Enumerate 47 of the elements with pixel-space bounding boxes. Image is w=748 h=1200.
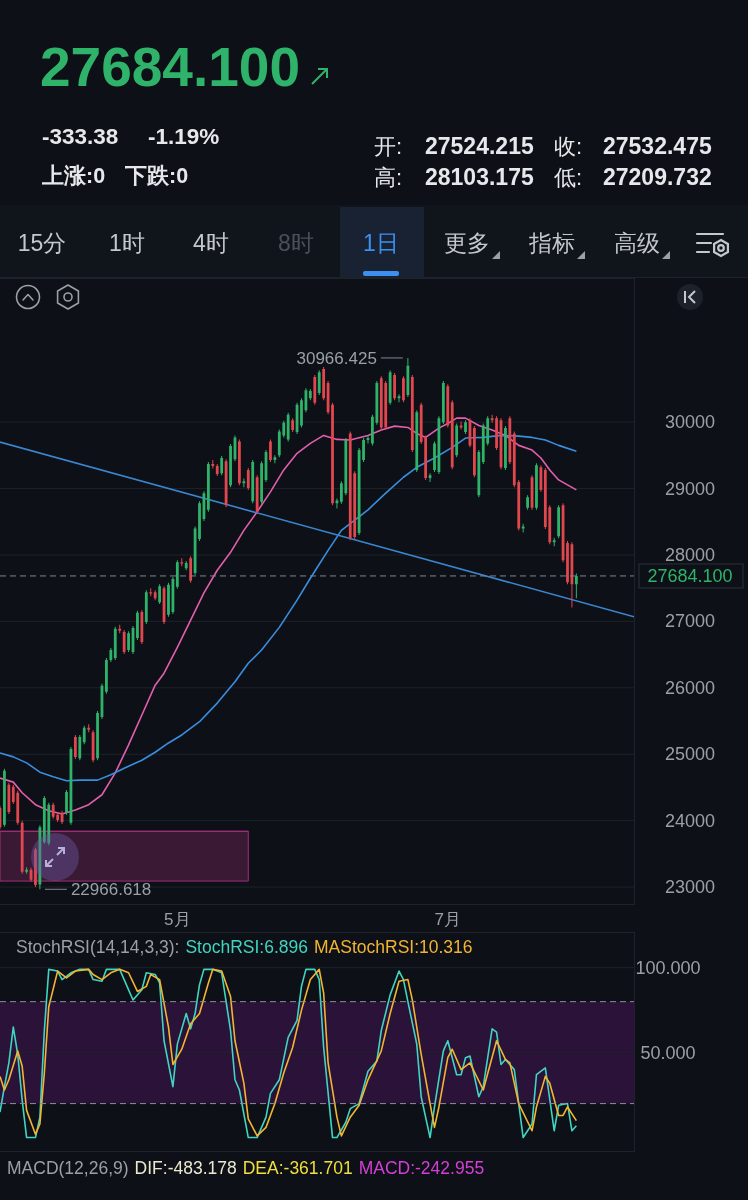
- text: 27532.475: [603, 133, 712, 159]
- candlestick: [180, 558, 184, 567]
- text: 8时: [278, 230, 314, 256]
- y-tick-label: 26000: [664, 677, 716, 698]
- text: 收:: [554, 134, 583, 159]
- text: 上涨:0: [41, 164, 106, 188]
- series-label: MAStochRSI:10.316: [314, 937, 473, 957]
- legend-label: MACD:-242.955: [358, 1158, 485, 1178]
- legend-label: DIF:-483.178: [134, 1158, 237, 1178]
- y-tick-label: 27000: [664, 611, 716, 632]
- y-tick-label: 24000: [664, 810, 716, 831]
- text: 4时: [193, 230, 229, 256]
- ref-line-label: 27684.100: [647, 565, 733, 586]
- text: 开:: [374, 134, 403, 159]
- text: 15分: [17, 230, 67, 256]
- y-tick-label: 30000: [664, 412, 716, 433]
- candlestick: [211, 459, 215, 469]
- text: -333.38: [42, 124, 119, 149]
- candlestick: [273, 455, 277, 464]
- text: 27684.100: [40, 36, 300, 98]
- text: 1日: [363, 230, 399, 256]
- text: 低:: [554, 165, 583, 190]
- y-tick-label: 50.000: [640, 1042, 696, 1063]
- text: 1时: [109, 230, 145, 256]
- x-tick-label: 7月: [434, 910, 462, 929]
- text: 28103.175: [425, 164, 534, 190]
- chart-title: StochRSI(14,14,3,3):: [16, 937, 180, 957]
- y-tick-label: 29000: [664, 478, 716, 499]
- y-tick-label: 23000: [664, 877, 716, 898]
- candlestick: [25, 867, 28, 874]
- text: -1.19%: [148, 124, 220, 149]
- text: 27209.732: [603, 164, 712, 190]
- y-tick-label: 25000: [664, 744, 716, 765]
- y-tick-label: 28000: [664, 544, 716, 565]
- text: 高:: [374, 165, 403, 190]
- legend-label: DEA:-361.701: [242, 1158, 353, 1178]
- annotation: 30966.425: [296, 348, 377, 368]
- y-tick-label: 100.000: [635, 957, 701, 978]
- text: 高级: [614, 230, 660, 256]
- text: MACD(12,26,9): [7, 1158, 129, 1178]
- annotation: 22966.618: [70, 880, 152, 900]
- x-tick-label: 5月: [164, 910, 191, 929]
- text: 下跌:0: [124, 164, 189, 188]
- text: 指标: [528, 230, 575, 256]
- series-label: StochRSI:6.896: [185, 937, 308, 957]
- text: 27524.215: [425, 133, 534, 159]
- text: 更多: [444, 230, 490, 256]
